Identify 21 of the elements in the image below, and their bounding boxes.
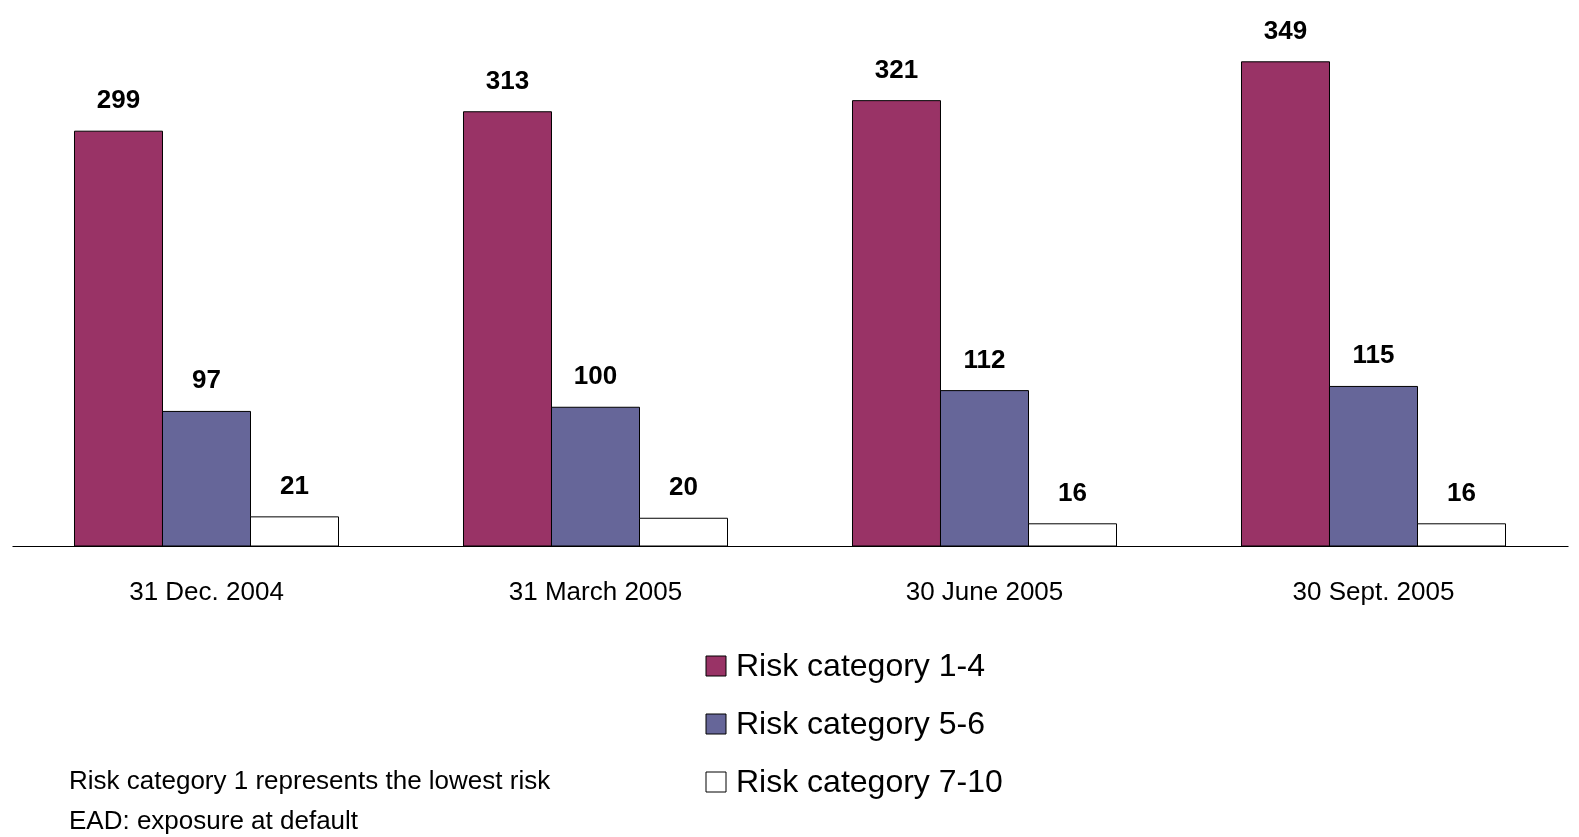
legend-label: Risk category 1-4 bbox=[736, 647, 985, 683]
data-label: 16 bbox=[1447, 476, 1476, 507]
data-label: 100 bbox=[573, 360, 618, 391]
data-label: 299 bbox=[96, 84, 141, 115]
text: Risk category 1 represents the lowest risk bbox=[69, 764, 551, 797]
data-label: 112 bbox=[963, 343, 1006, 374]
x-tick-label: 31 March 2005 bbox=[508, 575, 683, 606]
legend-label: Risk category 7-10 bbox=[736, 763, 1003, 799]
data-label: 16 bbox=[1058, 476, 1087, 507]
data-label: 115 bbox=[1352, 339, 1395, 370]
data-label: 97 bbox=[192, 364, 221, 395]
text: EAD: exposure at default bbox=[69, 804, 360, 837]
data-label: 321 bbox=[874, 53, 919, 84]
data-label: 20 bbox=[669, 471, 698, 502]
x-tick-label: 30 June 2005 bbox=[905, 575, 1064, 606]
data-label: 349 bbox=[1263, 14, 1308, 45]
data-label: 21 bbox=[280, 469, 309, 500]
x-tick-label: 30 Sept. 2005 bbox=[1292, 575, 1455, 606]
legend-label: Risk category 5-6 bbox=[736, 705, 985, 741]
data-label: 313 bbox=[485, 64, 530, 95]
x-tick-label: 31 Dec. 2004 bbox=[129, 575, 284, 606]
